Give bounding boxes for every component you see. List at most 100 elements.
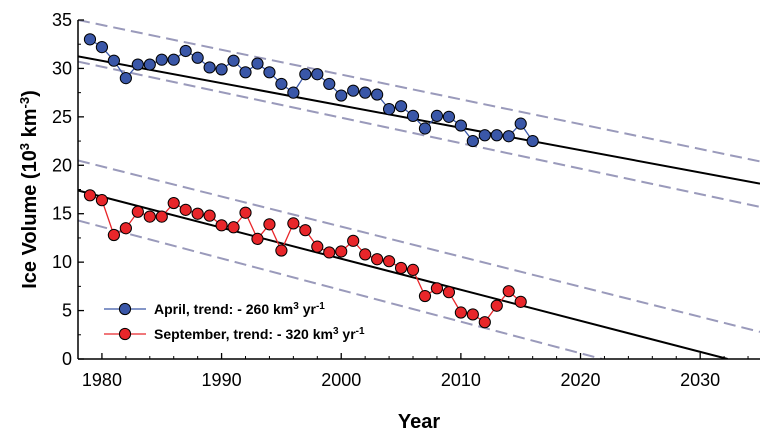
april-data-point [228,55,239,66]
april-data-point [443,111,454,122]
september-legend-text: September, trend: - 320 km [154,326,333,342]
september-data-point [96,195,107,206]
april-data-point [252,58,263,69]
april-data-point [288,87,299,98]
april-data-point [527,135,538,146]
april-legend-text: April, trend: - 260 km [154,301,293,317]
april-data-point [491,130,502,141]
april-data-point [336,90,347,101]
y-tick-label: 0 [62,349,72,369]
x-tick-label: 2000 [321,370,361,390]
september-data-point [372,254,383,265]
april-trend-line [78,56,760,183]
september-data-point [348,235,359,246]
september-data-point [120,223,131,234]
september-data-point [216,220,227,231]
april-data-point [503,131,514,142]
september-data-point [276,245,287,256]
april-data-point [216,64,227,75]
y-tick-label: 10 [52,252,72,272]
april-data-point [431,110,442,121]
september-legend-mid: yr [339,326,357,342]
september-data-point [252,233,263,244]
x-tick-label: 2020 [561,370,601,390]
september-data-point [479,317,490,328]
y-axis-title-mid: km [19,108,41,142]
april-data-point [168,54,179,65]
april-data-point [395,101,406,112]
september-data-point [312,241,323,252]
april-data-point [240,67,251,78]
september-data-point [144,211,155,222]
september-data-point [443,287,454,298]
september-data-point [192,208,203,219]
legend: April, trend: - 260 km3 yr-1 September, t… [104,301,365,343]
september-legend-label: September, trend: - 320 km3 yr-1 [154,326,365,343]
april-data-point [156,54,167,65]
y-tick-label: 35 [52,10,72,30]
april-legend-label: April, trend: - 260 km3 yr-1 [154,301,325,318]
september-data-point [383,256,394,267]
y-tick-label: 15 [52,204,72,224]
y-tick-label: 30 [52,58,72,78]
september-data-point [395,262,406,273]
april-data-point [264,67,275,78]
april-data-point [467,135,478,146]
april-data-point [132,59,143,70]
april-data-point [419,123,430,134]
april-data-point [360,87,371,98]
september-data-point [180,204,191,215]
april-data-point [383,104,394,115]
september-data-point [108,229,119,240]
april-envelope-lower-line [78,62,760,207]
september-data-point [264,219,275,230]
september-data-point [288,218,299,229]
september-data-point [132,206,143,217]
april-data-point [515,118,526,129]
y-tick-label: 25 [52,107,72,127]
september-legend-sup2: -1 [356,326,365,337]
x-tick-label: 1980 [82,370,122,390]
april-legend-mid: yr [299,301,317,317]
april-data-point [407,110,418,121]
september-data-point [360,249,371,260]
april-data-point [192,52,203,63]
september-data-point [515,296,526,307]
y-axis-title-main: Ice Volume (10 [19,150,41,289]
y-tick-label: 20 [52,155,72,175]
y-axis-title: Ice Volume (103 km-3) [17,90,42,289]
september-data-point [491,300,502,311]
september-data-point [324,247,335,258]
april-data-point [96,42,107,53]
september-data-point [168,197,179,208]
y-axis-title-end: ) [19,90,41,97]
april-envelope-upper-line [78,20,760,161]
september-data-point [300,225,311,236]
september-legend-marker [119,328,130,339]
april-data-point [455,120,466,131]
april-data-point [276,78,287,89]
september-data-point [204,210,215,221]
april-legend-sup2: -1 [316,301,325,312]
april-data-point [324,78,335,89]
x-axis-title: Year [398,411,440,431]
x-tick-label: 2030 [680,370,720,390]
september-data-point [407,264,418,275]
y-tick-label: 5 [62,301,72,321]
april-data-point [348,85,359,96]
september-data-point [431,283,442,294]
april-data-point [312,69,323,80]
april-data-point [144,59,155,70]
september-data-point [228,222,239,233]
x-tick-label: 2010 [441,370,481,390]
x-tick-label: 1990 [202,370,242,390]
september-data-point [419,290,430,301]
september-data-point [503,286,514,297]
april-data-point [108,55,119,66]
september-data-point [240,207,251,218]
april-data-point [84,34,95,45]
september-data-point [156,211,167,222]
april-data-point [180,45,191,56]
